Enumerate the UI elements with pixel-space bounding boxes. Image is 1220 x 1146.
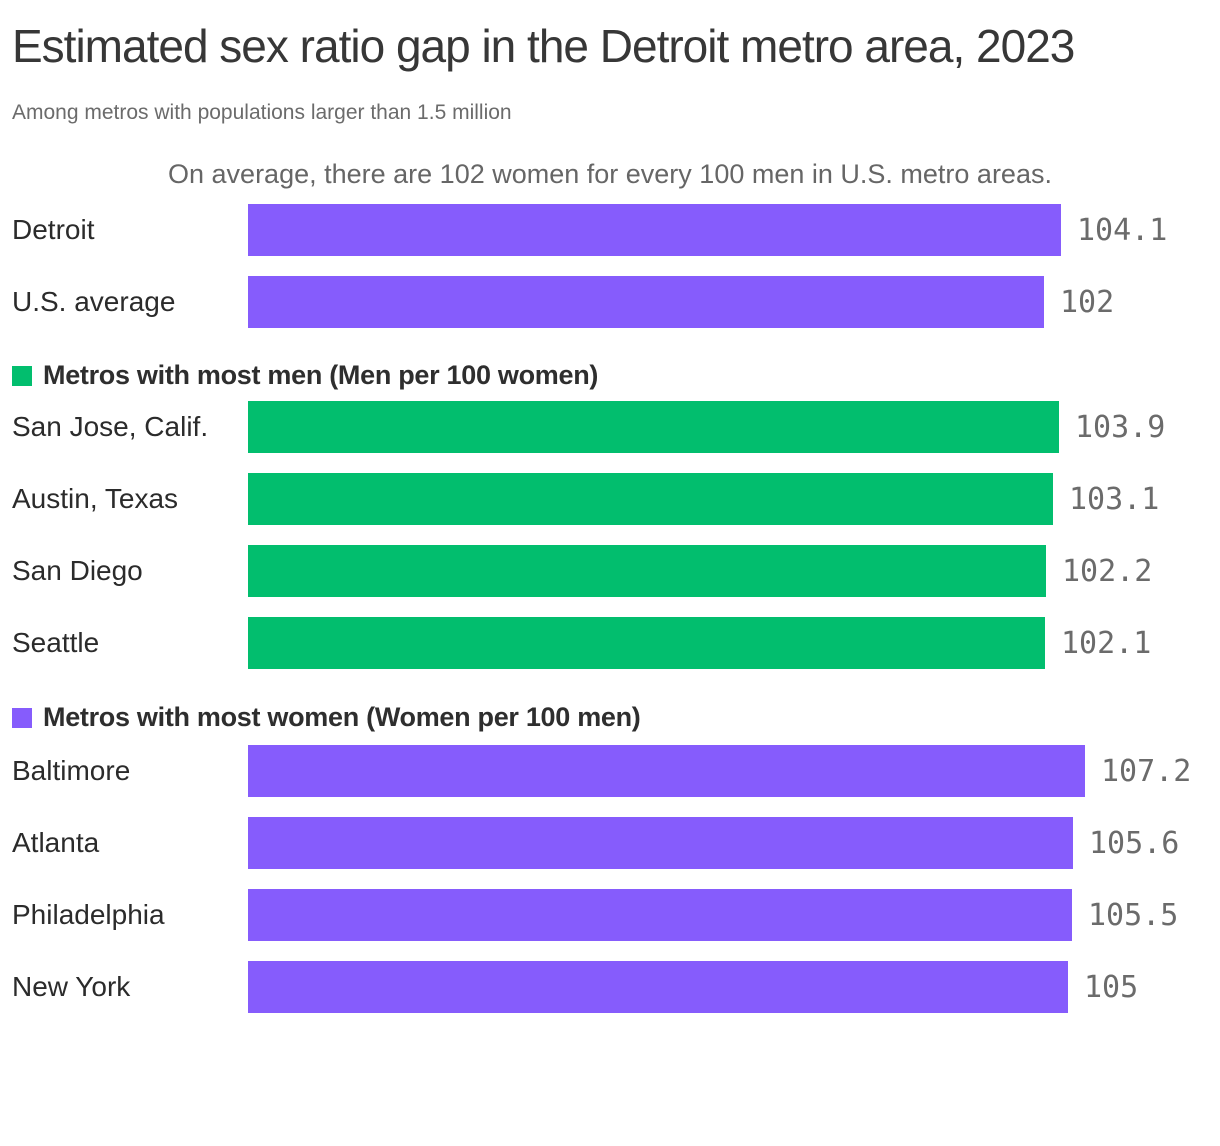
bar-value: 105 [1084,969,1139,1005]
bar-row: U.S. average 102 [0,276,1220,328]
bar-label: Atlanta [12,827,100,858]
bar-us-average [248,276,1044,328]
bar-label: Baltimore [12,755,131,786]
bar-label: San Diego [12,555,143,586]
bar-philadelphia [248,889,1072,941]
bar-atlanta [248,817,1073,869]
bar-value: 104.1 [1077,212,1168,248]
bar-value: 103.9 [1075,409,1166,445]
bar-label: New York [12,971,131,1002]
chart-subtitle: Among metros with populations larger tha… [12,101,512,124]
bar-label: Seattle [12,627,100,658]
bar-detroit [248,204,1061,256]
section-title: Metros with most men (Men per 100 women) [43,360,599,390]
section-title: Metros with most women (Women per 100 me… [43,702,641,732]
bar-value: 103.1 [1069,481,1160,517]
bar-label: Detroit [12,214,95,245]
bar-value: 105.5 [1088,897,1179,933]
bar-row: Baltimore 107.2 [0,745,1220,797]
bar-label: San Jose, Calif. [12,411,209,442]
bar-seattle [248,617,1045,669]
bar-row: Philadelphia 105.5 [0,889,1220,941]
bar-row: Atlanta 105.6 [0,817,1220,869]
section-header-most-men: Metros with most men (Men per 100 women) [12,360,1220,391]
legend-swatch-purple-icon [12,707,32,728]
bar-row: New York 105 [0,961,1220,1013]
bar-new-york [248,961,1068,1013]
section-header-most-women: Metros with most women (Women per 100 me… [12,702,1220,733]
most-women-group: Baltimore 107.2 Atlanta 105.6 Philadelph… [0,745,1220,1013]
bar-value: 102 [1060,284,1115,320]
comparison-group: Detroit 104.1 U.S. average 102 [0,204,1220,328]
bar-value: 107.2 [1101,753,1192,789]
bar-baltimore [248,745,1085,797]
bar-row: Austin, Texas 103.1 [0,473,1220,525]
bar-row: San Jose, Calif. 103.9 [0,401,1220,453]
bar-value: 102.1 [1061,625,1152,661]
bar-austin [248,473,1053,525]
chart-title: Estimated sex ratio gap in the Detroit m… [12,20,1075,72]
bar-label: Austin, Texas [12,483,179,514]
most-men-group: San Jose, Calif. 103.9 Austin, Texas 103… [0,401,1220,669]
bar-san-jose [248,401,1059,453]
sex-ratio-bar-chart: Estimated sex ratio gap in the Detroit m… [0,8,1220,1013]
bar-label: U.S. average [12,286,176,317]
bar-san-diego [248,545,1046,597]
chart-annotation: On average, there are 102 women for ever… [168,159,1052,189]
bar-label: Philadelphia [12,899,165,930]
bar-value: 102.2 [1062,553,1153,589]
bar-row: Detroit 104.1 [0,204,1220,256]
bar-row: Seattle 102.1 [0,617,1220,669]
bar-row: San Diego 102.2 [0,545,1220,597]
bar-value: 105.6 [1089,825,1180,861]
legend-swatch-green-icon [12,365,32,386]
